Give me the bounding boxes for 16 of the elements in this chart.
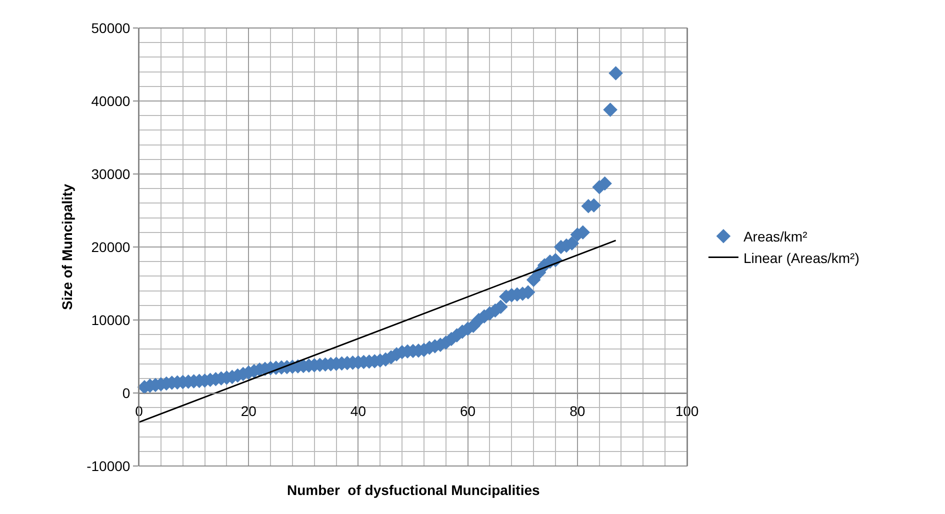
y-tick-label: 50000 <box>91 20 130 36</box>
x-axis-title: Number of dysfuctional Muncipalities <box>287 482 540 498</box>
x-tick-label: 20 <box>240 402 257 419</box>
x-tick-label: 40 <box>350 402 366 419</box>
x-tick-label: 60 <box>460 402 476 419</box>
x-tick-label: 100 <box>675 402 699 419</box>
y-tick-label: 30000 <box>91 166 130 182</box>
y-tick-label: 20000 <box>91 238 130 255</box>
legend-label: Areas/km² <box>743 228 808 245</box>
y-tick-label: 0 <box>122 384 130 401</box>
y-axis-title: Size of Muncipality <box>59 184 76 310</box>
legend-label: Linear (Areas/km²) <box>743 250 860 266</box>
x-tick-label: 80 <box>570 402 586 419</box>
y-tick-label: 10000 <box>91 312 130 328</box>
y-tick-label: -10000 <box>86 458 130 474</box>
y-tick-label: 40000 <box>91 92 130 109</box>
